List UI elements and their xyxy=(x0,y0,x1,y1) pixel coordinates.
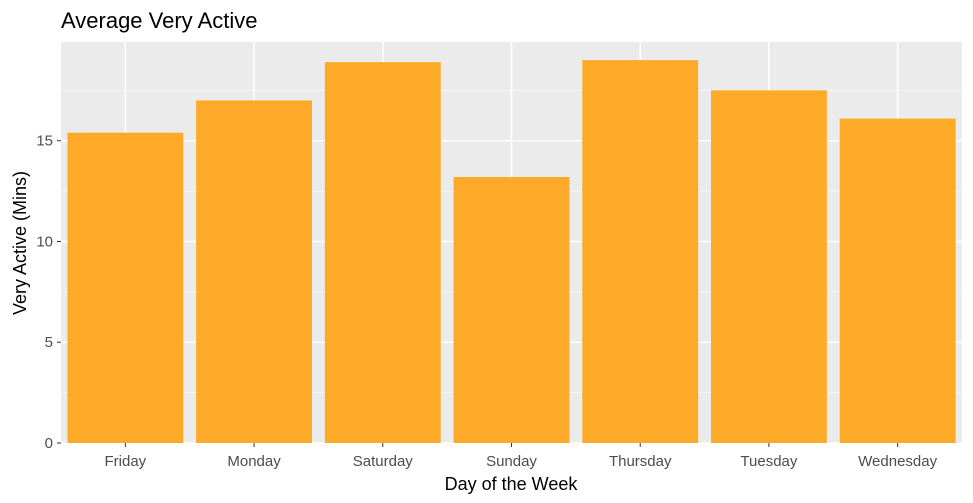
x-axis-label: Day of the Week xyxy=(445,474,579,494)
plot-panel: Friday Monday Saturday Sunday Thursday Tuesda… xyxy=(36,42,962,470)
y-tick-label: 5 xyxy=(45,334,53,351)
bar-friday xyxy=(67,132,184,443)
x-tick-label: Friday xyxy=(105,453,147,470)
y-tick-label: 15 xyxy=(36,133,53,150)
x-tick-label: Tuesday xyxy=(740,453,797,470)
chart-title: Average Very Active xyxy=(61,8,258,33)
bar-wednesday xyxy=(839,118,956,443)
x-tick-label: Thursday xyxy=(609,453,672,470)
bar-monday xyxy=(196,100,312,443)
bar-thursday xyxy=(582,60,699,443)
x-tick-label: Saturday xyxy=(353,453,414,470)
y-tick-label: 10 xyxy=(36,233,53,250)
y-tick-label: 0 xyxy=(45,435,53,452)
x-tick-label: Monday xyxy=(227,453,281,470)
x-tick-label: Wednesday xyxy=(858,453,937,470)
x-tick-label: Sunday xyxy=(486,453,537,470)
bar-tuesday xyxy=(711,90,827,443)
bar-sunday xyxy=(453,177,570,443)
y-axis-label: Very Active (Mins) xyxy=(10,171,30,315)
bar-saturday xyxy=(324,62,441,443)
